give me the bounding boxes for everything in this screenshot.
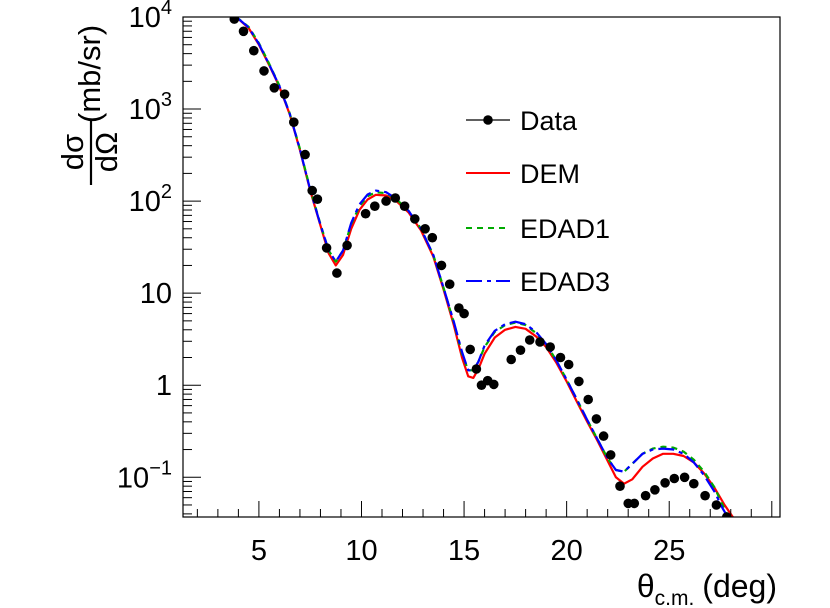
data-point bbox=[615, 481, 625, 492]
legend-label-dem: DEM bbox=[520, 159, 580, 189]
data-point bbox=[420, 224, 430, 234]
data-point bbox=[459, 308, 469, 319]
data-point bbox=[555, 352, 566, 363]
data-point bbox=[390, 193, 401, 203]
data-point bbox=[700, 490, 710, 501]
data-point bbox=[249, 45, 259, 56]
data-point bbox=[711, 500, 722, 510]
data-point bbox=[289, 117, 299, 127]
data-point bbox=[660, 478, 670, 488]
x-axis-ticks bbox=[196, 501, 773, 517]
y-tick-label: 10−1 bbox=[117, 457, 172, 494]
x-axis-title: θc.m. (deg) bbox=[637, 568, 777, 608]
x-tick-label: 15 bbox=[448, 535, 480, 567]
legend-label-data: Data bbox=[520, 106, 578, 136]
data-point bbox=[300, 149, 310, 160]
data-points bbox=[229, 17, 732, 517]
data-point bbox=[679, 472, 690, 483]
legend-label-edad3: EDAD3 bbox=[520, 267, 610, 297]
data-point bbox=[489, 379, 499, 390]
data-point bbox=[360, 208, 371, 219]
y-tick-label: 104 bbox=[129, 0, 172, 34]
x-axis-symbol: θ bbox=[637, 568, 655, 604]
data-point bbox=[307, 185, 318, 196]
y-tick-exponent: −1 bbox=[149, 457, 172, 479]
data-point bbox=[591, 414, 602, 424]
y-axis-ticks bbox=[183, 16, 201, 515]
series-line-edad3 bbox=[235, 17, 729, 517]
y-axis-fraction-denominator: dΩ bbox=[89, 132, 124, 172]
data-point bbox=[427, 232, 438, 243]
y-tick-label: 103 bbox=[129, 89, 172, 126]
data-point bbox=[229, 17, 240, 24]
data-point bbox=[471, 364, 482, 374]
y-tick-base: 10 bbox=[129, 2, 161, 34]
data-point bbox=[605, 450, 616, 460]
data-point bbox=[312, 194, 323, 204]
x-tick-label: 25 bbox=[653, 535, 685, 567]
data-point bbox=[650, 485, 660, 495]
x-tick-label: 5 bbox=[251, 535, 267, 567]
y-tick-label: 10 bbox=[140, 278, 172, 310]
y-tick-exponent: 3 bbox=[161, 89, 172, 111]
y-tick-label: 1 bbox=[156, 370, 172, 402]
data-point bbox=[332, 268, 342, 278]
data-point bbox=[465, 344, 476, 355]
data-point bbox=[669, 473, 680, 484]
data-point bbox=[381, 196, 391, 206]
data-point bbox=[370, 201, 380, 211]
data-point bbox=[238, 26, 249, 37]
data-point bbox=[574, 376, 584, 387]
data-point bbox=[444, 279, 455, 290]
y-axis-fraction-numerator: dσ bbox=[55, 134, 90, 170]
data-point bbox=[563, 359, 574, 370]
y-tick-exponent: 4 bbox=[161, 0, 172, 19]
data-point bbox=[629, 498, 640, 509]
x-tick-labels: 5 10 15 20 25 bbox=[251, 535, 686, 567]
data-point bbox=[321, 243, 332, 253]
data-point bbox=[515, 345, 526, 356]
data-point bbox=[436, 260, 447, 271]
y-tick-base: 10 bbox=[129, 186, 161, 218]
legend: Data DEM EDAD1 EDAD3 bbox=[466, 106, 610, 297]
legend-entry-data: Data bbox=[466, 106, 578, 136]
x-axis-unit: (deg) bbox=[702, 568, 777, 604]
y-tick-exponent: 2 bbox=[161, 181, 172, 203]
data-point bbox=[410, 214, 420, 224]
data-point bbox=[583, 394, 593, 405]
data-point bbox=[524, 335, 535, 345]
legend-data-marker bbox=[483, 115, 493, 125]
y-tick-label: 102 bbox=[129, 181, 172, 218]
x-tick-label: 20 bbox=[551, 535, 583, 567]
y-tick-base: 10 bbox=[117, 462, 149, 494]
y-axis-unit: (mb/sr) bbox=[72, 25, 107, 123]
data-point bbox=[279, 89, 290, 99]
legend-entry-edad1: EDAD1 bbox=[466, 214, 610, 244]
legend-label-edad1: EDAD1 bbox=[520, 214, 610, 244]
data-point bbox=[259, 66, 269, 76]
data-point bbox=[640, 490, 651, 501]
data-point bbox=[545, 342, 555, 352]
legend-entry-dem: DEM bbox=[466, 159, 580, 189]
data-point bbox=[721, 512, 732, 517]
data-point bbox=[399, 201, 410, 211]
data-point bbox=[506, 354, 516, 365]
data-point bbox=[598, 431, 609, 441]
x-axis-subscript: c.m. bbox=[655, 587, 695, 608]
data-point bbox=[689, 478, 699, 489]
plot-frame bbox=[182, 16, 781, 518]
y-tick-base: 10 bbox=[129, 94, 161, 126]
y-axis-title: (mb/sr) dσ dΩ bbox=[55, 25, 124, 185]
x-tick-label: 10 bbox=[345, 535, 377, 567]
legend-entry-edad3: EDAD3 bbox=[466, 267, 610, 297]
data-point bbox=[269, 83, 280, 93]
data-point bbox=[535, 337, 545, 347]
data-point bbox=[342, 240, 352, 251]
